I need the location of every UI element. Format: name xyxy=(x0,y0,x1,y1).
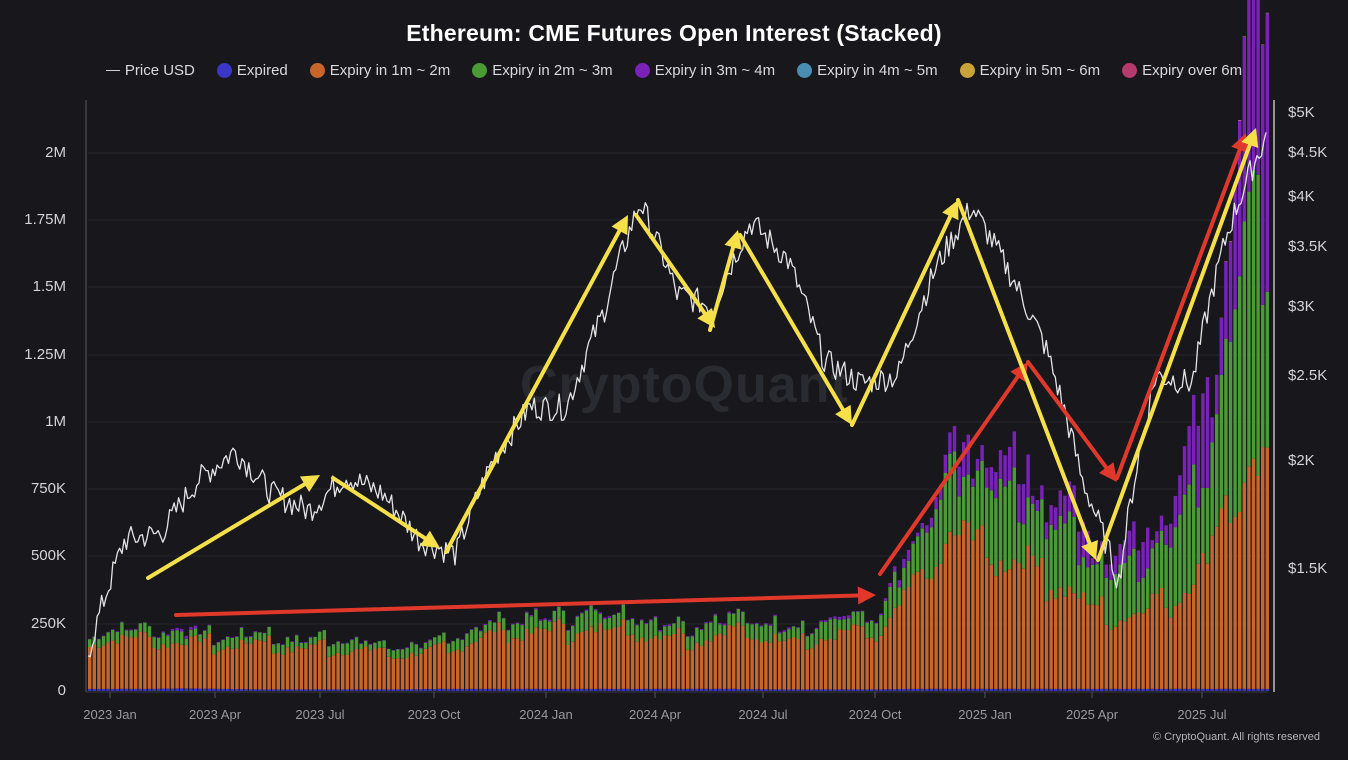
trend-arrow xyxy=(1115,147,1242,480)
x-axis-tick: 2024 Jul xyxy=(738,707,788,722)
line-swatch-icon xyxy=(105,69,120,72)
arrowhead-icon xyxy=(420,530,440,548)
right-axis-tick: $2K xyxy=(1288,452,1315,469)
legend: Price USD Expired Expiry in 1m ~ 2m Expi… xyxy=(0,62,1348,79)
right-axis-tick: $2.5K xyxy=(1288,367,1328,384)
legend-item-1m-2m[interactable]: Expiry in 1m ~ 2m xyxy=(309,62,451,79)
legend-label: Expiry over 6m xyxy=(1142,62,1243,79)
trend-arrow xyxy=(1026,360,1109,470)
legend-label: Expiry in 2m ~ 3m xyxy=(492,62,613,79)
legend-label: Expiry in 3m ~ 4m xyxy=(654,62,776,79)
dot-swatch-icon xyxy=(309,63,325,78)
left-axis-tick: 1.75M xyxy=(24,211,66,228)
trend-arrow xyxy=(956,198,1092,546)
left-axis-tick: 1.5M xyxy=(32,278,66,295)
left-axis-tick: 0 xyxy=(57,682,66,699)
left-axis-tick: 750K xyxy=(30,480,66,497)
right-axis-tick: $3K xyxy=(1288,298,1315,315)
x-axis-tick: 2023 Jan xyxy=(83,707,137,722)
price-line xyxy=(87,132,1267,658)
dot-swatch-icon xyxy=(1122,63,1138,78)
legend-item-5m-6m[interactable]: Expiry in 5m ~ 6m xyxy=(959,62,1101,79)
legend-label: Expired xyxy=(236,62,288,79)
right-axis-tick: $4K xyxy=(1288,188,1315,205)
left-axis-tick: 250K xyxy=(30,615,66,632)
x-axis-tick: 2023 Apr xyxy=(188,707,242,722)
arrowhead-icon xyxy=(1081,539,1098,560)
x-axis-tick: 2023 Oct xyxy=(407,707,461,722)
right-axis-tick: $4.5K xyxy=(1288,144,1328,161)
arrowhead-icon xyxy=(1099,462,1117,482)
arrowhead-icon xyxy=(835,404,852,425)
arrowhead-icon xyxy=(942,200,959,221)
right-axis-tick: $3.5K xyxy=(1288,238,1328,255)
left-axis-tick: 1.25M xyxy=(24,346,66,363)
trend-arrow xyxy=(634,213,707,316)
x-axis-tick: 2025 Jan xyxy=(958,707,1012,722)
trend-arrow xyxy=(1096,142,1252,562)
x-axis-tick: 2024 Oct xyxy=(848,707,902,722)
dot-swatch-icon xyxy=(797,63,813,78)
chart-title: Ethereum: CME Futures Open Interest (Sta… xyxy=(406,20,942,46)
legend-label: Expiry in 1m ~ 2m xyxy=(329,62,451,79)
x-axis-tick: 2024 Jan xyxy=(519,707,573,722)
x-axis-tick: 2025 Apr xyxy=(1065,707,1119,722)
left-axis-tick: 1M xyxy=(45,413,66,430)
legend-label: Expiry in 5m ~ 6m xyxy=(979,62,1101,79)
trend-arrow xyxy=(738,233,845,412)
arrowhead-icon xyxy=(1241,128,1259,148)
arrowhead-icon xyxy=(724,230,742,250)
arrowhead-icon xyxy=(299,475,320,492)
legend-item-expired[interactable]: Expired xyxy=(216,62,288,79)
arrowhead-icon xyxy=(1231,133,1249,154)
left-axis-tick: 500K xyxy=(30,547,66,564)
annotation-arrows xyxy=(146,128,1259,617)
legend-item-4m-5m[interactable]: Expiry in 4m ~ 5m xyxy=(797,62,938,79)
left-axis-tick: 2M xyxy=(45,144,66,161)
legend-item-price[interactable]: Price USD xyxy=(105,62,195,79)
trend-arrow xyxy=(878,374,1020,576)
arrowhead-icon xyxy=(857,586,876,605)
dot-swatch-icon xyxy=(216,63,232,78)
legend-label: Price USD xyxy=(124,62,195,79)
dot-swatch-icon xyxy=(959,63,975,78)
right-axis-tick: $1.5K xyxy=(1288,560,1328,577)
legend-item-3m-4m[interactable]: Expiry in 3m ~ 4m xyxy=(634,62,776,79)
trend-arrow xyxy=(708,245,736,332)
trend-arrow xyxy=(146,482,307,580)
x-axis-tick: 2025 Jul xyxy=(1177,707,1227,722)
dot-swatch-icon xyxy=(472,63,488,78)
trend-arrow xyxy=(174,593,861,617)
trend-arrow xyxy=(444,228,622,554)
x-tick-marks xyxy=(109,692,1203,698)
legend-item-over-6m[interactable]: Expiry over 6m xyxy=(1122,62,1242,79)
arrowhead-icon xyxy=(611,215,628,236)
legend-label: Expiry in 4m ~ 5m xyxy=(817,62,938,79)
trend-arrow xyxy=(331,476,427,541)
copyright: © CryptoQuant. All rights reserved xyxy=(1152,731,1320,743)
trend-arrow xyxy=(850,214,953,427)
x-axis-tick: 2023 Jul xyxy=(295,707,345,722)
legend-item-2m-3m[interactable]: Expiry in 2m ~ 3m xyxy=(472,62,613,79)
stacked-bars xyxy=(88,0,1269,691)
right-axis-tick: $5K xyxy=(1288,104,1315,121)
dot-swatch-icon xyxy=(634,63,650,78)
x-axis-tick: 2024 Apr xyxy=(628,707,682,722)
